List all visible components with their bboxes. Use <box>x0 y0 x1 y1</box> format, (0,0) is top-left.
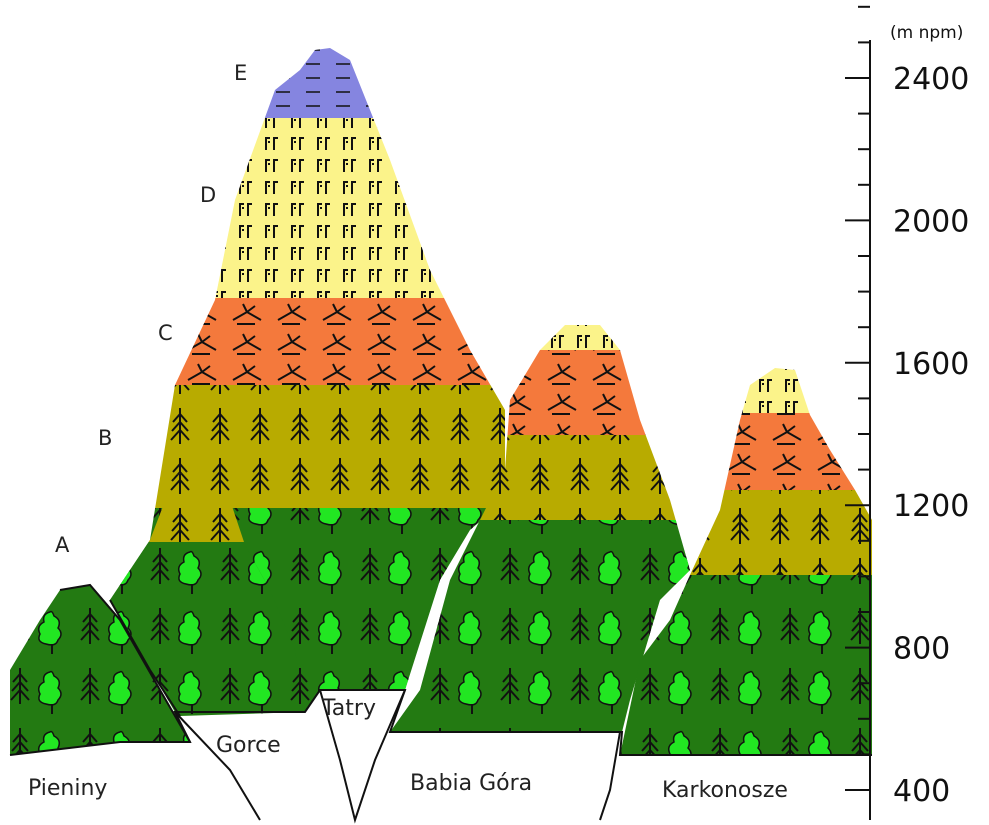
zone-label: E <box>234 61 247 85</box>
zone-label: B <box>98 426 112 450</box>
zone-label: D <box>200 183 216 207</box>
tick-label: 400 <box>893 774 950 809</box>
tick-label: 1600 <box>893 347 969 382</box>
vegetation-zones-diagram: A B C D E Pieniny Gorce Tatry Babia Góra Karkono… <box>0 0 989 825</box>
tick-label: 1200 <box>893 489 969 524</box>
tick-label: 800 <box>893 632 950 667</box>
mountain-label: Pieniny <box>28 776 107 801</box>
mountain-label: Gorce <box>216 733 281 758</box>
mountain-label: Babia Góra <box>410 771 532 796</box>
mountain-label: Tatry <box>321 696 376 721</box>
scale-unit: (m npm) <box>890 23 963 43</box>
zone-label: A <box>55 533 70 557</box>
tick-label: 2000 <box>893 204 969 239</box>
zone-label: C <box>158 321 173 345</box>
mountain-label: Karkonosze <box>662 778 788 803</box>
tick-label: 2400 <box>893 62 969 97</box>
